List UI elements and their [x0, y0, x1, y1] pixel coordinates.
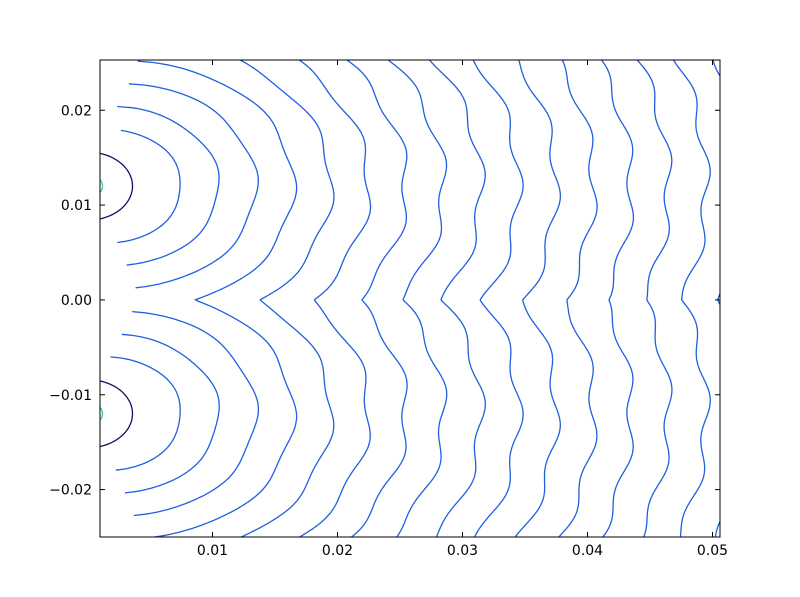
y-tick-label: 0.02 — [61, 103, 92, 119]
contour-line — [712, 60, 720, 537]
contour-area — [100, 60, 800, 537]
contour-line — [298, 60, 372, 537]
contour-line — [346, 60, 408, 537]
contour-line — [558, 60, 598, 537]
contour-line — [239, 60, 335, 537]
contour-line — [100, 406, 104, 421]
contour-line — [753, 60, 786, 537]
y-tick-label: −0.02 — [49, 483, 92, 499]
x-tick-label: 0.03 — [447, 543, 478, 559]
contour-line — [128, 83, 259, 289]
contour-line — [100, 380, 134, 448]
contour-line — [117, 129, 181, 244]
contour-line — [429, 60, 486, 537]
contour-line — [121, 333, 220, 494]
contour-line — [636, 60, 673, 537]
contour-line — [387, 60, 448, 537]
y-tick-label: 0.01 — [61, 198, 92, 214]
contour-line — [132, 310, 260, 517]
contour-line — [110, 356, 181, 471]
x-tick-label: 0.01 — [197, 543, 228, 559]
y-tick-label: 0.00 — [61, 293, 92, 309]
contour-line — [600, 60, 635, 537]
x-tick-label: 0.05 — [697, 543, 728, 559]
x-tick-label: 0.04 — [572, 543, 603, 559]
y-tick-label: −0.01 — [49, 388, 92, 404]
contour-line — [137, 60, 298, 537]
contour-line — [514, 60, 562, 537]
contour-line — [117, 105, 220, 266]
contour-line — [672, 60, 711, 537]
contour-line — [472, 60, 524, 537]
contour-line — [100, 152, 134, 220]
contour-line — [100, 178, 104, 194]
x-tick-label: 0.02 — [322, 543, 353, 559]
contour-line — [794, 60, 800, 537]
plot-frame — [99, 59, 721, 538]
